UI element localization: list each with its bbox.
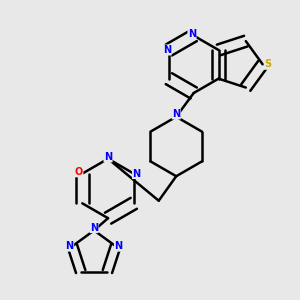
Text: N: N	[66, 241, 74, 251]
Text: S: S	[264, 59, 272, 69]
Text: N: N	[172, 109, 180, 119]
Text: N: N	[133, 169, 141, 178]
Text: N: N	[188, 29, 196, 39]
Text: N: N	[163, 45, 171, 55]
Text: N: N	[114, 241, 122, 251]
Text: N: N	[104, 152, 112, 162]
Text: N: N	[90, 223, 98, 232]
Text: O: O	[75, 167, 83, 177]
